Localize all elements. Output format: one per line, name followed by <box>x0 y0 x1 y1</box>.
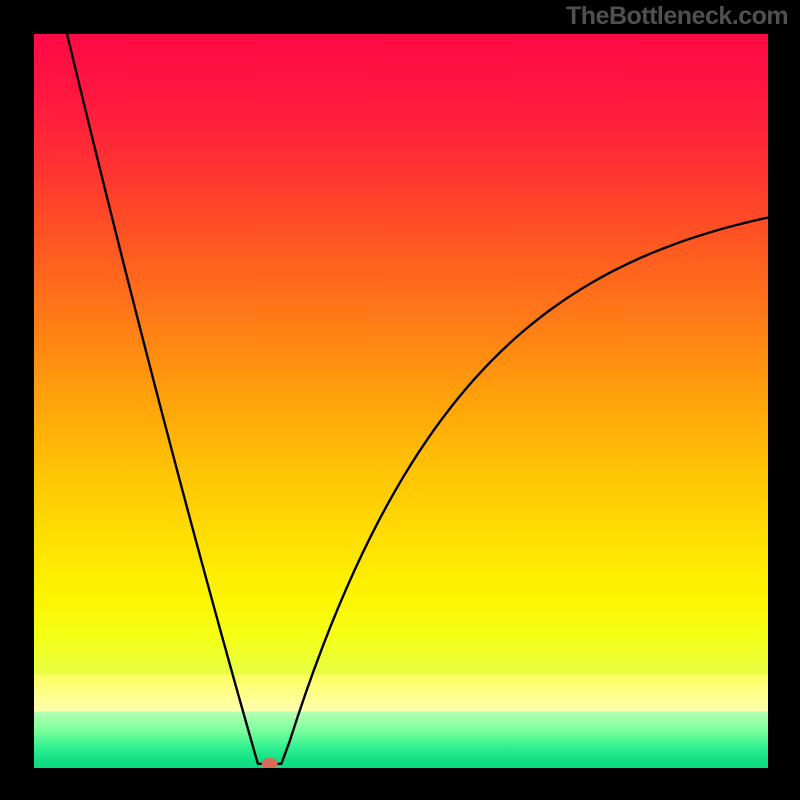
chart-svg <box>34 34 768 768</box>
watermark-text: TheBottleneck.com <box>566 2 788 31</box>
gradient-background <box>34 34 768 768</box>
plot-area <box>34 34 768 768</box>
